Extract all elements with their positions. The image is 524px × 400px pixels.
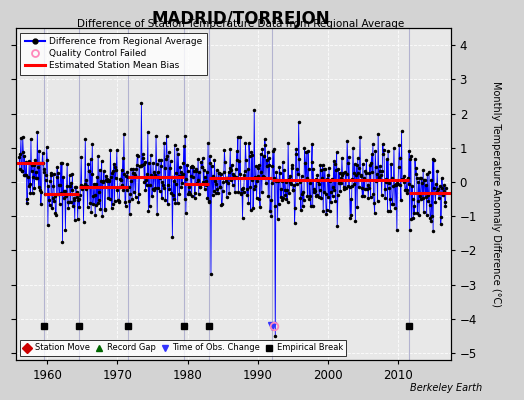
Legend: Station Move, Record Gap, Time of Obs. Change, Empirical Break: Station Move, Record Gap, Time of Obs. C… (20, 340, 346, 356)
Y-axis label: Monthly Temperature Anomaly Difference (°C): Monthly Temperature Anomaly Difference (… (491, 81, 501, 307)
Text: Difference of Station Temperature Data from Regional Average: Difference of Station Temperature Data f… (78, 19, 405, 29)
Text: MADRID/TORREJON: MADRID/TORREJON (152, 10, 330, 28)
Text: Berkeley Earth: Berkeley Earth (410, 383, 482, 393)
